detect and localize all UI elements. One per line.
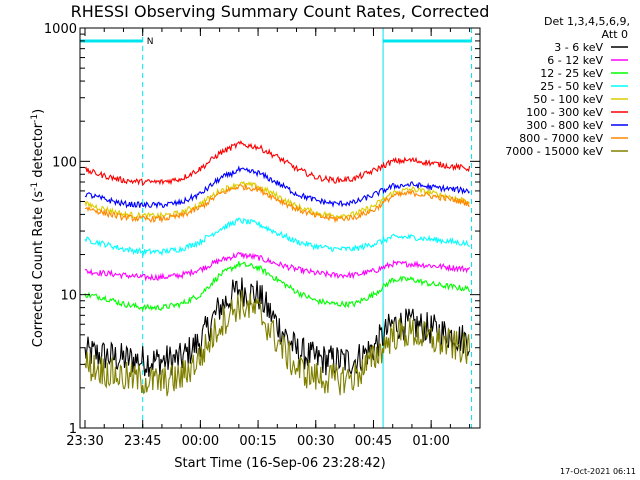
series-group — [84, 139, 471, 397]
series-line-6-12-kev — [84, 251, 471, 282]
legend-label-300-800-kev: 300 - 800 keV — [526, 119, 603, 132]
y-axis-label-exp-1: -1 — [30, 182, 40, 191]
legend-title-line-2: Att 0 — [602, 28, 628, 41]
y-axis-label-exp-2: -1 — [30, 114, 40, 123]
x-tick-label: 00:30 — [297, 434, 334, 449]
x-tick-label: 00:00 — [182, 434, 219, 449]
y-axis-label-mid: detector — [31, 122, 46, 182]
x-axis-label: Start Time (16-Sep-06 23:28:42) — [174, 456, 385, 471]
legend-label-25-50-kev: 25 - 50 keV — [540, 80, 603, 93]
x-tick-label: 23:45 — [124, 434, 161, 449]
y-tick-label: 1000 — [44, 22, 77, 37]
series-line-100-300-kev — [84, 139, 471, 186]
legend-label-3-6-kev: 3 - 6 keV — [554, 41, 603, 54]
series-line-800-7000-kev — [84, 183, 470, 224]
y-tick-label: 10 — [60, 289, 77, 304]
chart-title: RHESSI Observing Summary Count Rates, Co… — [71, 2, 490, 21]
x-tick-label: 00:15 — [239, 434, 276, 449]
x-axis-ticks: 23:30 23:45 00:00 00:15 00:30 00:45 01:00 — [66, 28, 471, 449]
legend-label-7000-15000-kev: 7000 - 15000 keV — [505, 145, 603, 158]
series-line-12-25-kev — [84, 261, 471, 312]
legend-title-line-1: Det 1,3,4,5,6,9, — [544, 15, 630, 28]
legend-label-50-100-kev: 50 - 100 keV — [533, 93, 603, 106]
series-line-25-50-kev — [84, 217, 470, 257]
legend-label-12-25-kev: 12 - 25 keV — [540, 67, 603, 80]
legend-label-800-7000-kev: 800 - 7000 keV — [519, 132, 603, 145]
legend-label-100-300-kev: 100 - 300 keV — [526, 106, 603, 119]
x-tick-label: 01:00 — [412, 434, 449, 449]
y-axis-label-base: Corrected Count Rate (s — [31, 191, 46, 348]
series-line-7000-15000-kev — [84, 290, 471, 397]
y-tick-label: 1 — [69, 422, 77, 437]
x-tick-label: 23:30 — [66, 434, 103, 449]
series-line-3-6-kev — [84, 277, 471, 377]
plot-frame — [79, 27, 481, 429]
legend-label-6-12-kev: 6 - 12 keV — [547, 54, 603, 67]
y-axis-label-end: ) — [31, 109, 46, 114]
y-tick-label: 100 — [52, 155, 77, 170]
series-line-50-100-kev — [84, 180, 471, 220]
y-axis-ticks: 1 10 100 1000 — [44, 22, 480, 437]
saa-flag-label: N — [147, 37, 154, 47]
date-stamp: 17-Oct-2021 06:11 — [560, 467, 636, 476]
y-axis-label: Corrected Count Rate (s-1 detector-1) — [30, 109, 46, 347]
series-line-300-800-kev — [84, 165, 471, 210]
x-tick-label: 00:45 — [355, 434, 392, 449]
